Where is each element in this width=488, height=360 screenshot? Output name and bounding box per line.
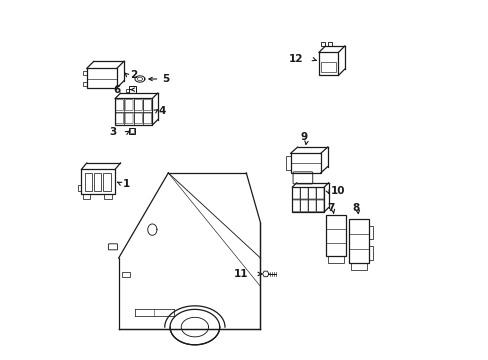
Bar [129, 86, 135, 93]
Bar [292, 187, 324, 212]
Bar [350, 263, 366, 270]
Text: 3: 3 [109, 127, 117, 137]
Bar [286, 156, 290, 170]
Text: 5: 5 [162, 74, 169, 84]
Bar [321, 62, 336, 72]
Bar [368, 247, 372, 260]
Text: 7: 7 [327, 203, 334, 213]
Bar [82, 82, 86, 86]
Bar [290, 153, 320, 173]
Text: 12: 12 [288, 54, 303, 64]
Bar [125, 89, 129, 92]
Bar [318, 53, 338, 76]
Bar [129, 127, 135, 134]
Bar [325, 215, 345, 256]
Bar [368, 226, 372, 239]
Text: 8: 8 [352, 203, 359, 213]
Bar [327, 256, 343, 262]
Bar [86, 68, 117, 88]
FancyBboxPatch shape [108, 244, 118, 250]
Text: 2: 2 [130, 71, 137, 80]
Bar [82, 71, 86, 76]
Bar [83, 194, 90, 199]
Bar [103, 172, 111, 191]
Text: 11: 11 [233, 269, 247, 279]
Text: 10: 10 [330, 186, 345, 195]
Bar [320, 42, 325, 46]
Bar [94, 172, 101, 191]
Bar [104, 194, 111, 199]
Bar [81, 169, 115, 194]
Text: 6: 6 [113, 85, 120, 95]
Bar [85, 172, 92, 191]
Bar [130, 128, 134, 133]
Bar [122, 272, 130, 278]
Text: 4: 4 [159, 106, 166, 116]
Bar [78, 185, 81, 191]
Text: 1: 1 [123, 179, 130, 189]
Text: 9: 9 [300, 132, 306, 143]
Bar [115, 99, 152, 125]
Bar [327, 42, 331, 46]
Bar [348, 219, 368, 263]
